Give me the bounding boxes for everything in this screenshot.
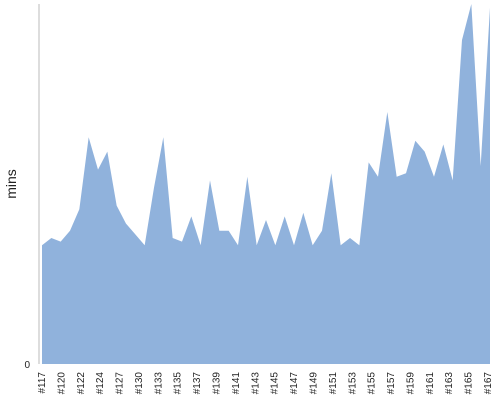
x-tick-label: #161 xyxy=(425,372,436,395)
x-tick-label: #167 xyxy=(483,372,494,395)
x-tick-label: #163 xyxy=(444,372,455,395)
plot-area xyxy=(42,4,490,364)
x-tick-label: #165 xyxy=(464,372,475,395)
x-tick-label: #141 xyxy=(231,372,242,395)
x-tick-label: #149 xyxy=(308,372,319,395)
x-tick-label: #130 xyxy=(134,372,145,395)
series-area xyxy=(42,4,490,364)
x-tick-label: #153 xyxy=(347,372,358,395)
x-tick-label: #122 xyxy=(76,372,87,395)
x-tick-label: #145 xyxy=(270,372,281,395)
x-tick-label: #127 xyxy=(115,372,126,395)
y-tick-label-0: 0 xyxy=(24,360,30,371)
x-tick-label: #139 xyxy=(212,372,223,395)
x-tick-label: #151 xyxy=(328,372,339,395)
y-axis-label: mins xyxy=(3,169,19,199)
x-tick-labels: #117 #120 #122 #124 #127 #130 #133 #135 #137 #139… xyxy=(37,372,494,395)
x-tick-label: #155 xyxy=(367,372,378,395)
x-tick-label: #135 xyxy=(173,372,184,395)
x-tick-label: #117 xyxy=(37,372,48,394)
x-tick-label: #120 xyxy=(56,372,67,395)
x-tick-label: #157 xyxy=(386,372,397,395)
x-tick-label: #137 xyxy=(192,372,203,395)
x-tick-label: #143 xyxy=(250,372,261,395)
x-tick-label: #124 xyxy=(95,372,106,395)
x-tick-label: #159 xyxy=(405,372,416,395)
x-tick-label: #147 xyxy=(289,372,300,395)
x-tick-label: #133 xyxy=(153,372,164,395)
